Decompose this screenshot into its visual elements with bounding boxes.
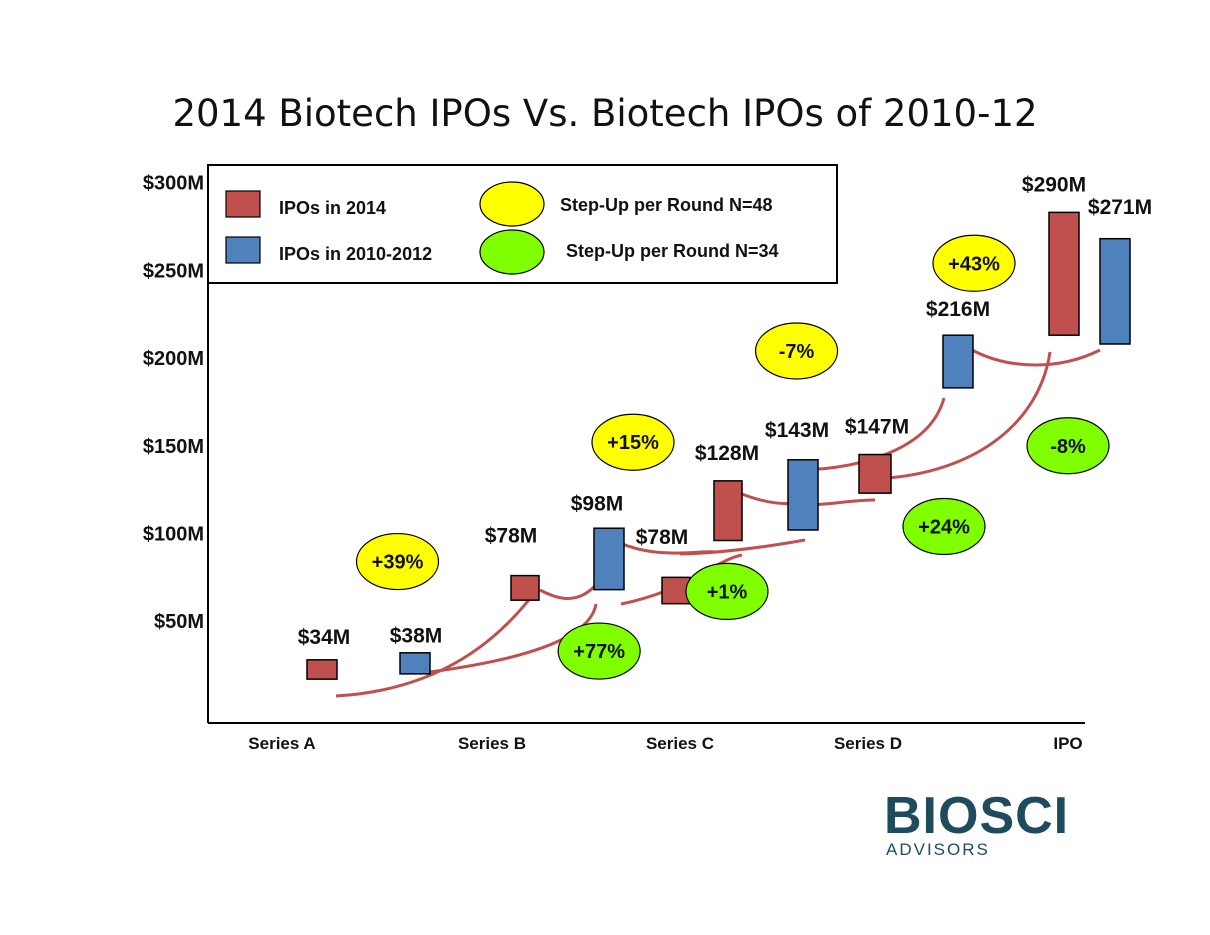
step-up-label: -7%: [779, 341, 815, 363]
bar-2010-2012: [399, 652, 431, 675]
step-up-label: +77%: [573, 641, 625, 663]
logo-subtitle: ADVISORS: [886, 840, 990, 859]
step-up-label: -8%: [1050, 436, 1086, 458]
step-up-ellipse: [591, 413, 675, 471]
bar-value-label: $34M: [298, 626, 351, 649]
bar-value-label: $128M: [695, 442, 759, 465]
bar-2014: [713, 480, 743, 542]
x-tick-label: Series D: [834, 734, 902, 753]
connector-curve: [429, 603, 598, 674]
connector-curve: [887, 351, 1052, 480]
bar-value-label: $216M: [926, 298, 990, 321]
bar-value-label: $143M: [765, 419, 829, 442]
step-up-ellipse: [557, 622, 641, 680]
bar-2010-2012: [593, 527, 625, 591]
bar-2010-2012: [787, 459, 819, 531]
y-tick-label: $250M: [143, 260, 204, 282]
legend-swatch: [225, 190, 261, 218]
bar-value-label: $78M: [636, 526, 689, 549]
bar-2014: [858, 453, 892, 494]
axes: $50M $100M $150M $200M $250M $300M Series A Ser…: [143, 165, 1085, 753]
chart-title: 2014 Biotech IPOs Vs. Biotech IPOs of 20…: [172, 92, 1038, 135]
y-tick-label: $50M: [154, 611, 204, 633]
step-up-badges: +39% +15% -7% +43% +77% +1% +24% -8%: [355, 234, 1110, 680]
step-up-ellipse: [902, 497, 986, 556]
biosci-logo: BIOSCI ADVISORS: [884, 787, 1144, 862]
y-tick-label: $200M: [143, 348, 204, 370]
bar-2014-extra: [661, 576, 691, 605]
x-tick-label: Series B: [458, 734, 526, 753]
bar-2014: [306, 659, 338, 680]
step-up-label: +24%: [918, 516, 970, 538]
bar-value-label: $38M: [390, 624, 443, 647]
connector-curve: [679, 538, 806, 556]
bar-2010-2012: [1099, 237, 1131, 345]
step-up-ellipse: [932, 234, 1016, 292]
connector-curve: [335, 587, 540, 698]
bar-value-label: $271M: [1088, 196, 1152, 219]
legend-swatch: [479, 229, 545, 275]
step-up-label: +39%: [372, 552, 424, 574]
connector-curve: [802, 397, 946, 472]
x-tick-label: Series C: [646, 734, 714, 753]
connector-curve: [971, 348, 1101, 367]
legend-label: IPOs in 2010-2012: [279, 244, 432, 264]
y-tick-label: $150M: [143, 436, 204, 458]
y-tick-label: $300M: [143, 173, 204, 195]
bar-2014: [1048, 211, 1080, 336]
step-up-label: +43%: [948, 253, 1000, 275]
legend-label: IPOs in 2014: [279, 198, 386, 218]
bar-2010-2012: [942, 334, 974, 389]
bar-value-label: $78M: [485, 524, 538, 547]
bar-2014: [510, 574, 540, 601]
bar-value-label: $290M: [1022, 173, 1086, 196]
step-up-ellipse: [355, 532, 440, 591]
x-tick-label: Series A: [248, 734, 315, 753]
step-up-ellipse: [1026, 417, 1110, 475]
legend-label: Step-Up per Round N=48: [560, 195, 773, 215]
legend: IPOs in 2014 IPOs in 2010-2012 Step-Up per…: [207, 164, 838, 284]
bar-value-label: $98M: [571, 493, 624, 516]
legend-label: Step-Up per Round N=34: [566, 241, 779, 261]
legend-swatch: [225, 236, 261, 264]
legend-swatch: [479, 181, 545, 227]
step-up-label: +15%: [607, 432, 659, 454]
logo-name: BIOSCI: [884, 787, 1070, 845]
y-tick-label: $100M: [143, 523, 204, 545]
x-tick-label: IPO: [1053, 734, 1082, 753]
bars: $34M $38M $78M $98M $78M $128M $143M $147M $216M…: [298, 173, 1152, 680]
step-up-label: +1%: [707, 581, 748, 603]
bar-value-label: $147M: [845, 415, 909, 438]
step-up-ellipse: [685, 562, 769, 620]
step-up-ellipse: [754, 322, 839, 380]
